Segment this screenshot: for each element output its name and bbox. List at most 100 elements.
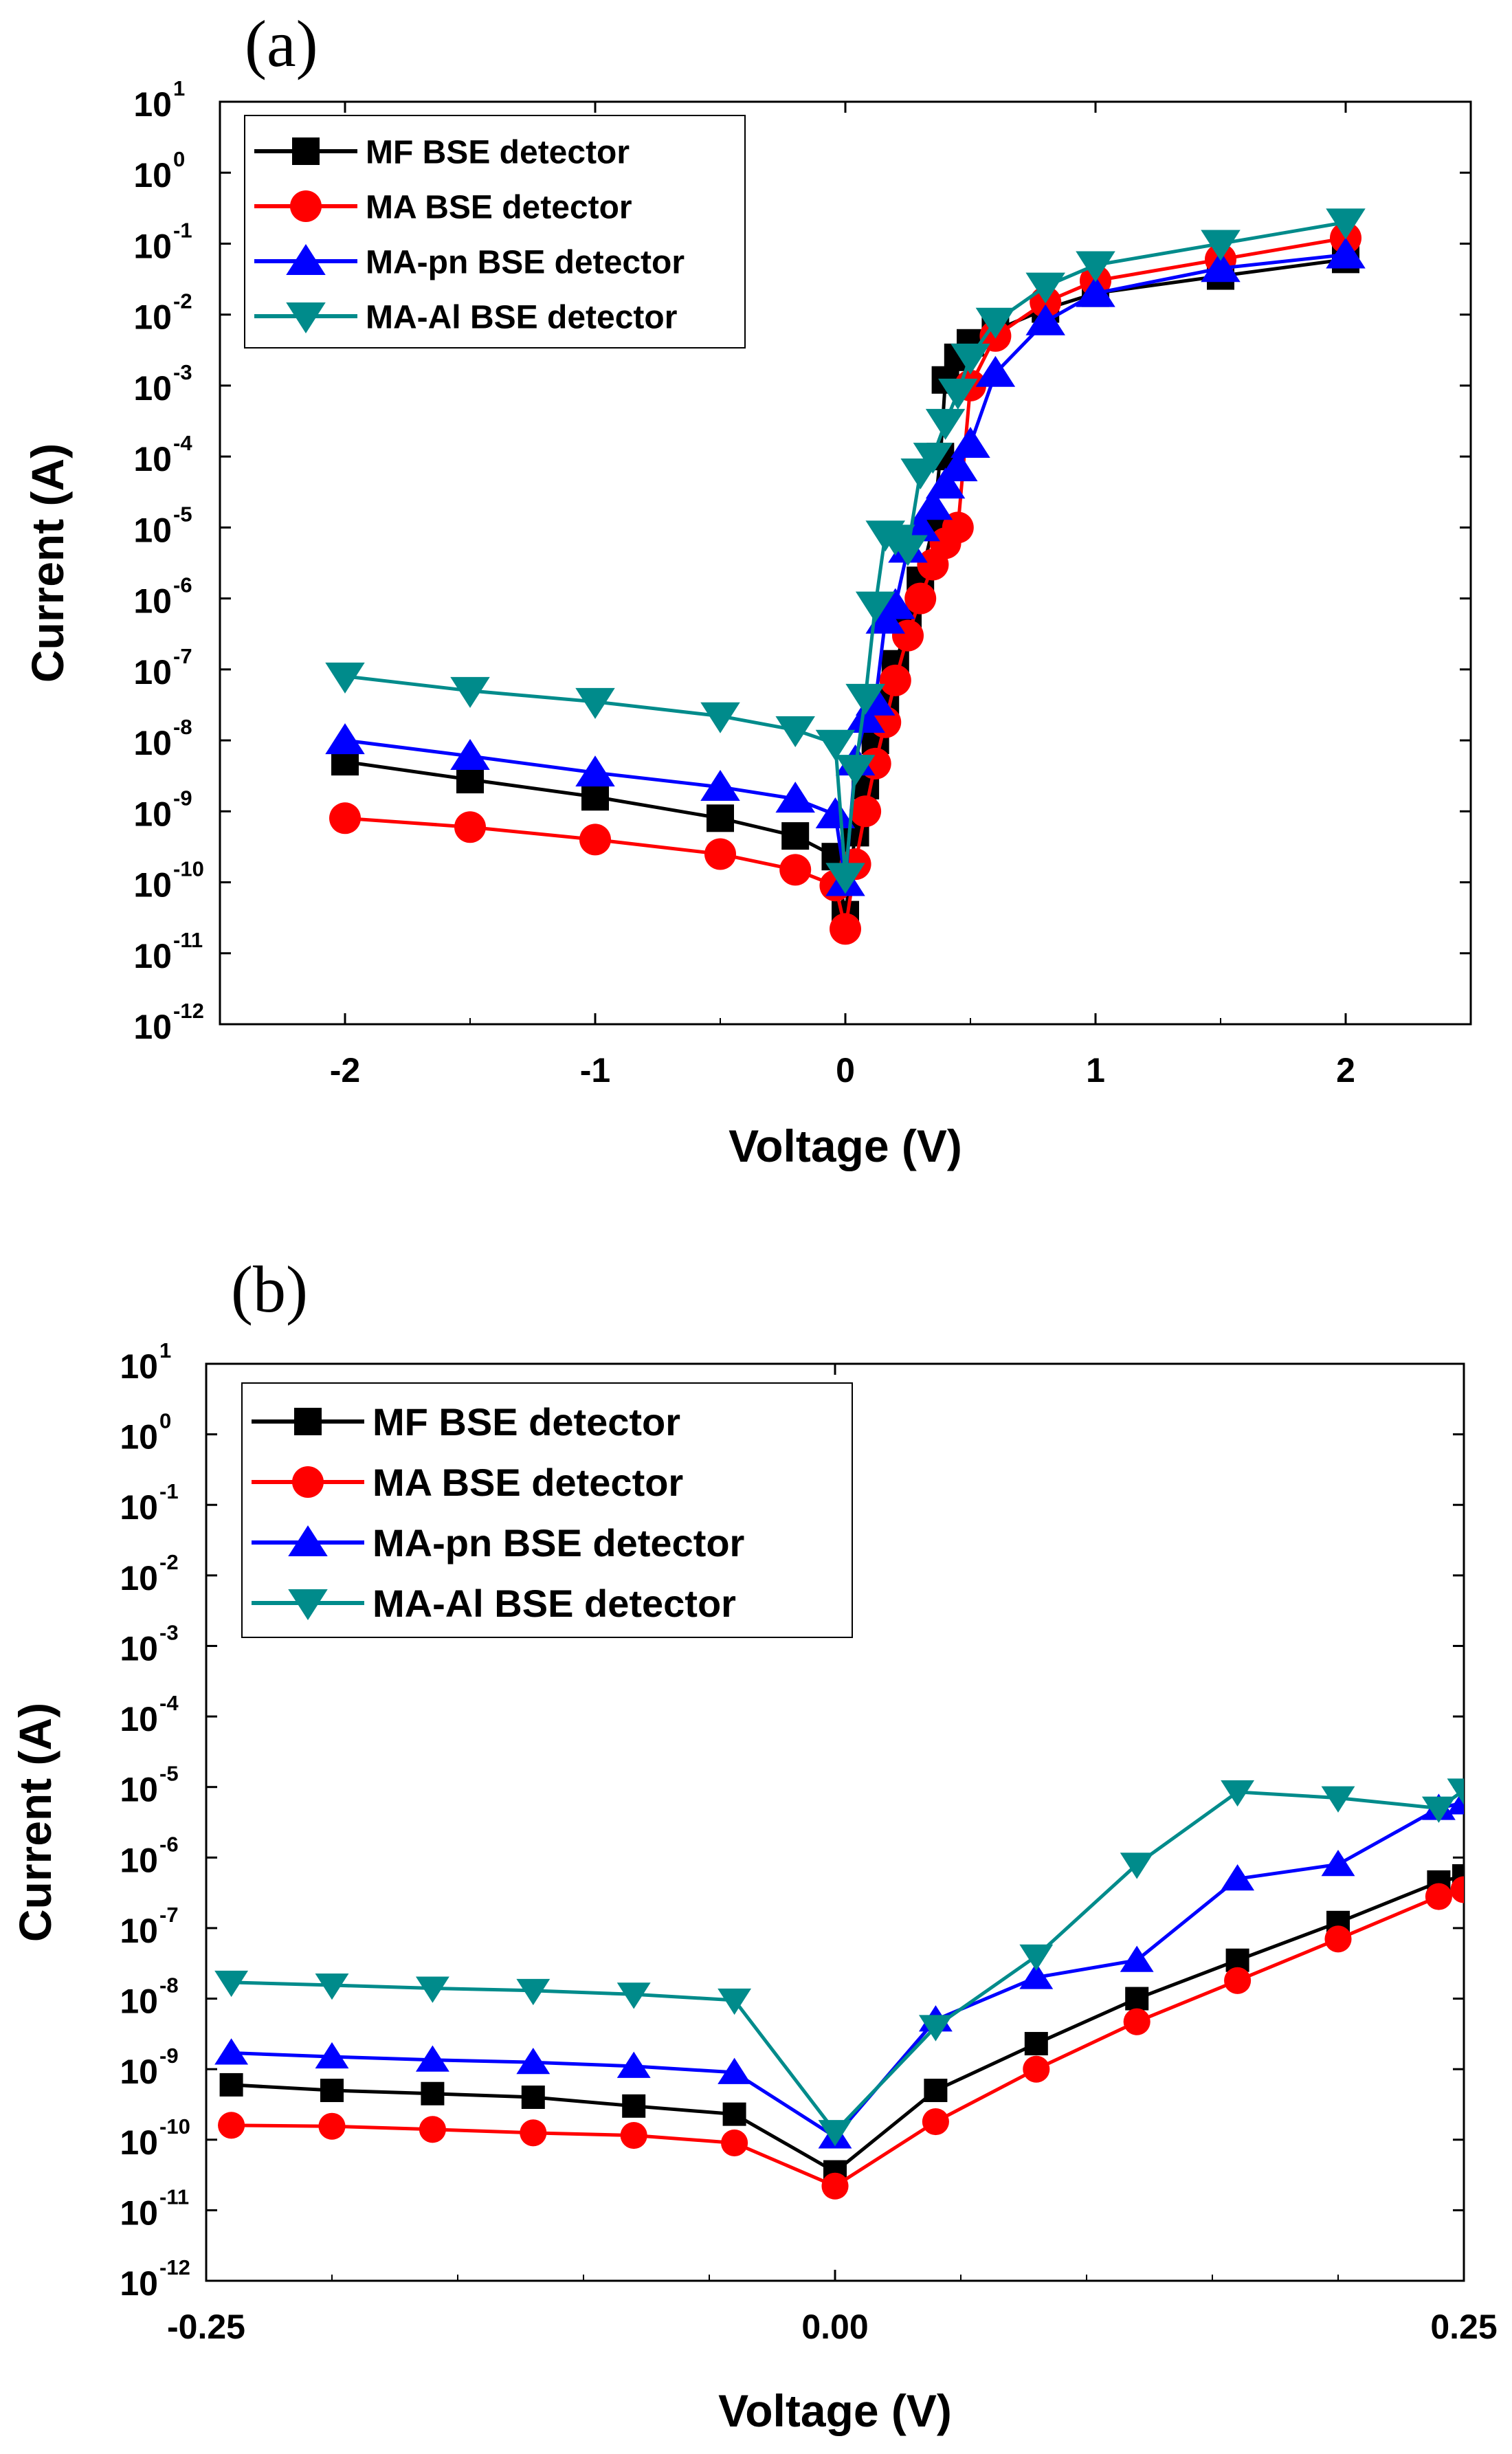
data-point	[1224, 1967, 1252, 1994]
series-ma-bse-detector	[218, 1876, 1464, 2200]
legend-label: MA-pn BSE detector	[373, 1521, 744, 1565]
data-point	[815, 729, 856, 761]
y-tick-base: 10	[133, 85, 172, 124]
data-point	[781, 822, 810, 850]
y-tick-base: 10	[133, 511, 172, 549]
y-tick-base: 10	[120, 1418, 158, 1457]
data-point	[579, 823, 611, 856]
x-tick-label: 0.25	[1430, 2308, 1497, 2346]
data-point	[849, 795, 882, 828]
data-point	[1201, 251, 1241, 283]
data-point	[876, 588, 915, 619]
x-tick-label: 1	[1086, 1051, 1105, 1090]
y-tick-exponent: -4	[159, 1691, 179, 1715]
legend-label: MA-Al BSE detector	[373, 1582, 736, 1625]
y-tick-base: 10	[133, 866, 172, 905]
y-tick-exponent: -12	[159, 2255, 190, 2279]
y-tick-exponent: -9	[159, 2044, 179, 2068]
legend-box	[244, 115, 746, 349]
data-point	[415, 2045, 449, 2072]
data-point	[456, 766, 484, 794]
data-point	[700, 769, 740, 801]
data-point	[1025, 304, 1065, 335]
data-point	[922, 2108, 949, 2136]
legend: MF BSE detector MA BSE detector MA-pn BSE …	[244, 115, 746, 349]
legend-label: MA-pn BSE detector	[366, 244, 685, 280]
data-point	[415, 1976, 449, 2003]
y-tick-base: 10	[120, 2264, 158, 2303]
y-tick-base: 10	[133, 440, 172, 478]
x-tick-label: -2	[330, 1051, 360, 1090]
y-tick-exponent: -11	[173, 928, 203, 952]
y-tick-exponent: -2	[159, 1550, 179, 1574]
legend-marker-triangle-up	[286, 244, 326, 275]
y-tick-exponent: -11	[159, 2185, 189, 2209]
data-point	[516, 1978, 551, 2006]
data-point	[830, 913, 861, 945]
data-point	[1120, 1945, 1154, 1972]
y-tick-base: 10	[120, 2123, 158, 2162]
legend-marker-triangle-down	[288, 1589, 328, 1620]
data-point	[1221, 1780, 1255, 1807]
y-tick-exponent: -6	[159, 1832, 179, 1856]
data-point	[924, 2079, 948, 2103]
data-point	[821, 2172, 849, 2200]
data-point	[419, 2116, 446, 2143]
y-tick-exponent: -8	[159, 1974, 179, 1998]
data-point	[1421, 1796, 1456, 1823]
legend: MF BSE detector MA BSE detector MA-pn BSE …	[241, 1382, 853, 1638]
y-tick-exponent: -5	[173, 502, 192, 526]
data-point	[950, 426, 990, 458]
y-tick-base: 10	[133, 227, 172, 265]
y-tick-base: 10	[120, 1771, 158, 1809]
data-point	[581, 783, 609, 811]
data-point	[1326, 208, 1366, 240]
data-point	[219, 2072, 243, 2097]
y-tick-base: 10	[120, 1912, 158, 1950]
data-point	[888, 535, 928, 566]
data-point	[214, 2038, 249, 2065]
y-tick-base: 10	[120, 1982, 158, 2021]
data-point	[1321, 1786, 1355, 1813]
y-tick-base: 10	[120, 1629, 158, 1668]
data-point	[913, 489, 953, 520]
data-point	[616, 1982, 651, 2009]
legend-label: MA BSE detector	[366, 189, 632, 225]
data-point	[1321, 1850, 1355, 1877]
y-tick-exponent: -6	[173, 573, 192, 597]
data-point	[575, 687, 615, 719]
data-point	[938, 450, 978, 482]
y-tick-base: 10	[133, 937, 172, 975]
data-point	[879, 664, 911, 696]
data-point	[218, 2112, 245, 2139]
x-tick-label: 0.00	[801, 2308, 868, 2346]
data-point	[1123, 2008, 1150, 2035]
series-ma-al-bse-detector	[214, 1778, 1464, 2147]
y-tick-base: 10	[120, 1488, 158, 1527]
data-point	[721, 2129, 748, 2157]
data-point	[1120, 1853, 1154, 1879]
legend-marker-circle	[292, 1466, 324, 1498]
data-point	[925, 467, 966, 499]
data-point	[775, 716, 815, 747]
y-tick-exponent: 0	[173, 147, 185, 171]
data-point	[1326, 237, 1366, 269]
data-point	[1201, 230, 1241, 261]
data-point	[835, 755, 876, 786]
y-tick-exponent: -1	[159, 1479, 179, 1503]
panel-label: (a)	[245, 7, 318, 80]
data-point	[329, 802, 361, 834]
y-tick-exponent: -3	[173, 360, 192, 384]
data-point	[318, 2112, 346, 2140]
data-point	[938, 378, 978, 410]
y-tick-exponent: -2	[173, 289, 192, 313]
legend-marker-triangle-up	[288, 1525, 328, 1556]
data-point	[1221, 1864, 1255, 1891]
y-tick-exponent: 1	[173, 76, 185, 100]
data-point	[516, 2047, 551, 2075]
y-tick-exponent: 0	[159, 1409, 171, 1433]
series-line	[231, 1789, 1464, 2134]
